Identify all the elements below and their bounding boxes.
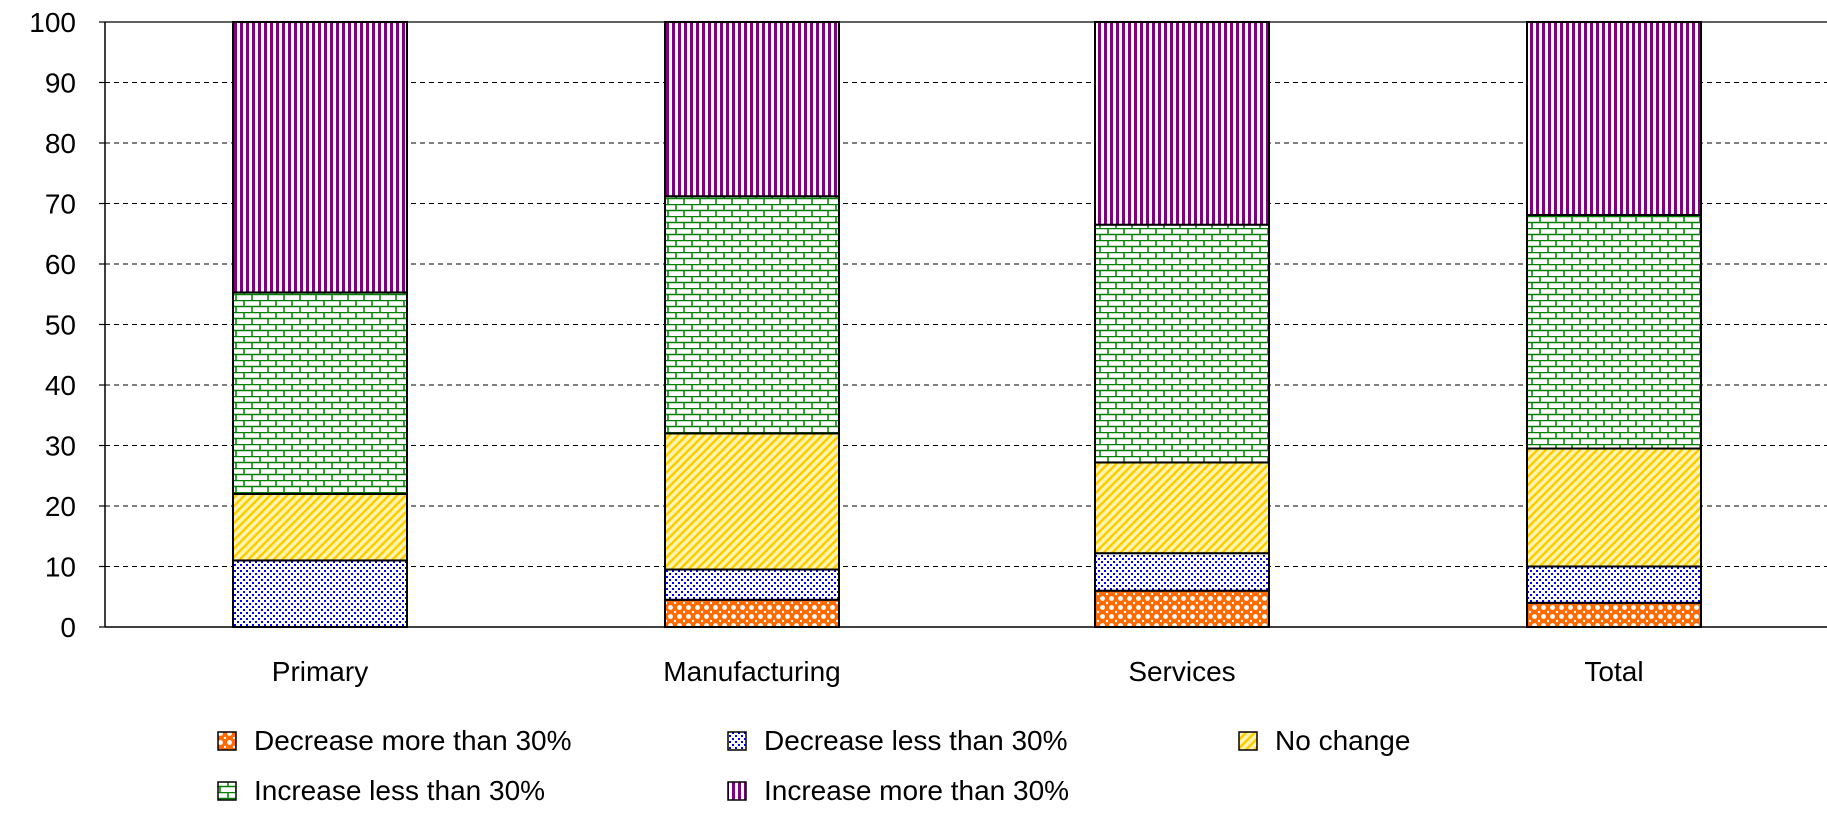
y-tick-label: 40 [45, 370, 76, 401]
bar-segment [232, 492, 408, 562]
axis-labels: 0 10 20 30 40 50 60 70 80 90 100 Primary Manufacturi… [29, 7, 1643, 687]
bar-segment [232, 291, 408, 495]
y-tick-label: 30 [45, 431, 76, 462]
legend-label: Decrease less than 30% [764, 725, 1068, 756]
bar-segment [664, 598, 840, 629]
y-tick-label: 100 [29, 7, 76, 38]
bar-segment [1526, 565, 1702, 604]
legend: Decrease more than 30% Decrease less than… [217, 725, 1410, 806]
bar-segment [664, 432, 840, 571]
legend-swatch [727, 731, 747, 751]
y-tick-label: 10 [45, 552, 76, 583]
bar-segment [232, 21, 408, 294]
bars [232, 21, 1702, 629]
legend-swatch [217, 731, 237, 751]
bar-segment [1094, 589, 1270, 629]
legend-swatch [1238, 731, 1258, 751]
bar-segment [664, 568, 840, 601]
bar-segment [1526, 21, 1702, 216]
x-tick-label: Primary [272, 656, 368, 687]
y-tick-label: 70 [45, 189, 76, 220]
y-tick-label: 20 [45, 491, 76, 522]
y-tick-label: 60 [45, 249, 76, 280]
bar-segment [1094, 552, 1270, 592]
bar-segment [664, 21, 840, 198]
legend-label: Decrease more than 30% [254, 725, 572, 756]
x-tick-label: Manufacturing [663, 656, 840, 687]
bar-segment [232, 559, 408, 629]
bar-segment [1094, 21, 1270, 226]
bar-segment [1094, 223, 1270, 464]
legend-swatch [217, 781, 237, 801]
bar-segment [1526, 447, 1702, 568]
bar-segment [1526, 213, 1702, 450]
y-tick-label: 90 [45, 68, 76, 99]
bar-segment [1094, 461, 1270, 555]
y-tick-label: 80 [45, 128, 76, 159]
legend-label: Increase more than 30% [764, 775, 1069, 806]
bar-segment [1526, 601, 1702, 628]
x-tick-label: Total [1584, 656, 1643, 687]
y-tick-label: 0 [60, 612, 76, 643]
legend-swatch [727, 781, 747, 801]
y-tick-label: 50 [45, 310, 76, 341]
x-tick-label: Services [1128, 656, 1235, 687]
legend-label: Increase less than 30% [254, 775, 545, 806]
bar-segment [664, 195, 840, 435]
legend-label: No change [1275, 725, 1410, 756]
